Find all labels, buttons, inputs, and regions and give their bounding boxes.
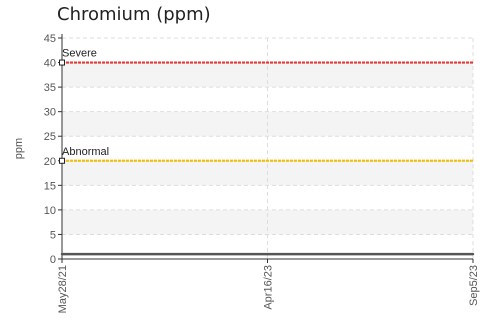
data-point <box>471 252 475 256</box>
y-tick-label: 10 <box>44 205 56 217</box>
y-axis-label: ppm <box>13 138 25 159</box>
threshold-label: Severe <box>62 48 97 60</box>
threshold-marker <box>59 59 65 66</box>
y-tick-label: 35 <box>44 82 56 94</box>
x-tick-label: Apr16/23 <box>263 265 275 310</box>
threshold-marker <box>59 157 65 164</box>
chart-title: Chromium (ppm) <box>57 4 211 25</box>
threshold-label: Abnormal <box>62 146 109 158</box>
y-tick-label: 0 <box>50 254 56 266</box>
y-tick-label: 15 <box>44 180 56 192</box>
x-tick-label: Sep5/23 <box>468 265 480 306</box>
y-tick-label: 40 <box>44 58 56 70</box>
data-point <box>60 252 64 256</box>
y-tick-label: 25 <box>44 131 56 143</box>
y-tick-label: 20 <box>44 156 56 168</box>
y-tick-label: 45 <box>44 33 56 45</box>
y-tick-label: 30 <box>44 107 56 119</box>
data-point <box>266 252 269 256</box>
x-tick-label: May28/21 <box>57 265 69 313</box>
y-tick-label: 5 <box>50 229 56 241</box>
